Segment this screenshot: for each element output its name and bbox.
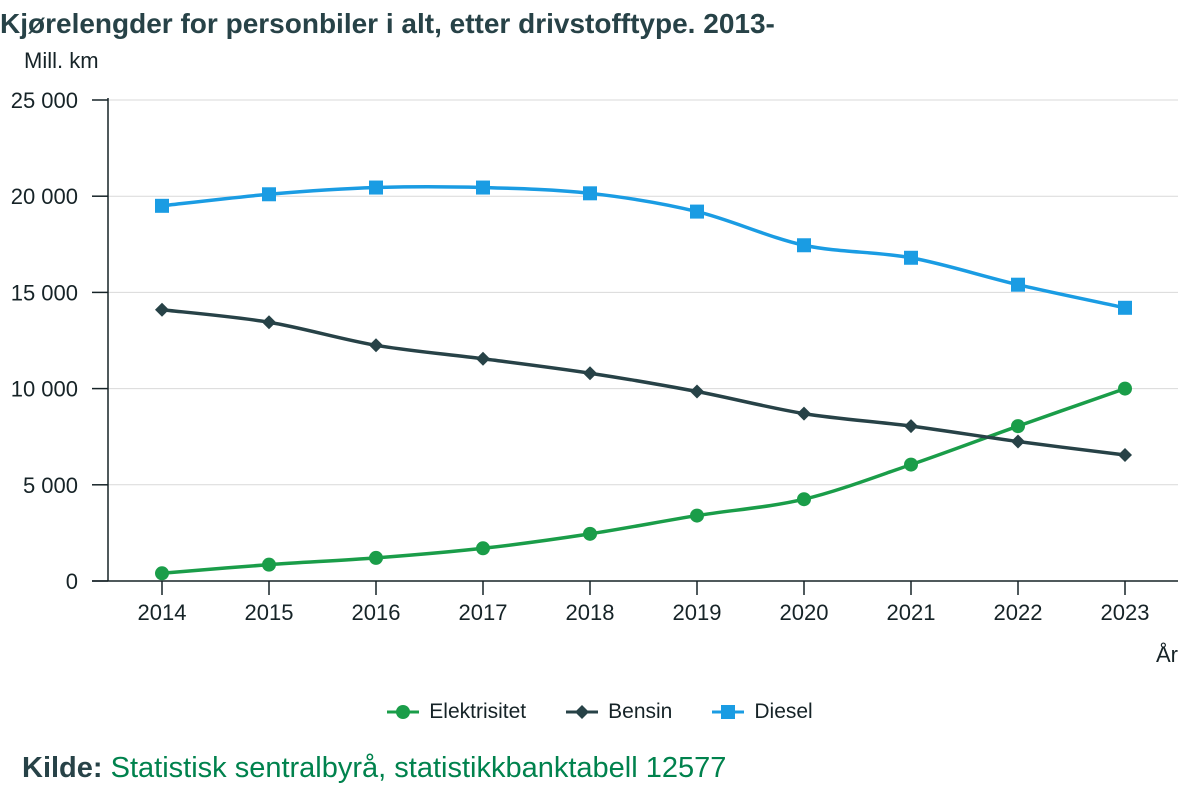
data-point-bensin <box>476 351 490 366</box>
data-point-bensin <box>1118 447 1132 462</box>
legend-item-diesel[interactable]: Diesel <box>712 700 813 724</box>
data-point-diesel <box>1118 300 1132 315</box>
data-point-elektrisitet <box>369 550 383 565</box>
data-point-diesel <box>369 180 383 195</box>
source-label: Kilde: <box>22 752 103 784</box>
data-point-diesel <box>690 204 704 219</box>
legend-label: Diesel <box>754 700 813 723</box>
x-tick-label: 2018 <box>566 600 615 625</box>
series-group <box>155 180 1132 581</box>
data-point-elektrisitet <box>583 526 597 541</box>
data-point-elektrisitet <box>1011 419 1025 434</box>
data-point-diesel <box>262 187 276 202</box>
source-link[interactable]: Statistisk sentralbyrå, statistikkbankta… <box>110 752 727 784</box>
legend-marker <box>396 705 411 719</box>
x-tick-label: 2015 <box>245 600 294 625</box>
x-tick-label: 2017 <box>459 600 508 625</box>
x-tick-label: 2016 <box>352 600 401 625</box>
data-point-elektrisitet <box>904 457 918 472</box>
series-diesel <box>155 180 1132 315</box>
y-tick-label: 0 <box>66 569 78 594</box>
data-point-elektrisitet <box>155 566 169 581</box>
x-axis-ticks: 2014 2015 2016 2017 2018 2019 2020 2021 2022 2023 <box>138 581 1150 625</box>
data-point-diesel <box>797 238 811 253</box>
data-point-bensin <box>797 406 811 421</box>
legend: Elektrisitet Bensin Diesel <box>0 700 1200 724</box>
data-point-diesel <box>155 198 169 213</box>
data-point-elektrisitet <box>1118 381 1132 396</box>
legend-symbol-diesel <box>712 705 745 719</box>
series-elektrisitet <box>155 381 1132 581</box>
x-tick-label: 2014 <box>138 600 187 625</box>
x-tick-label: 2020 <box>780 600 829 625</box>
data-point-diesel <box>1011 277 1025 292</box>
legend-symbol-elektrisitet <box>387 705 420 719</box>
y-axis-ticks: 0 5 000 10 000 15 000 20 000 25 000 <box>11 88 108 594</box>
data-point-elektrisitet <box>797 492 811 507</box>
y-tick-label: 15 000 <box>11 280 78 305</box>
data-point-bensin <box>904 419 918 434</box>
legend-symbol-bensin <box>566 705 599 719</box>
legend-marker <box>721 705 736 719</box>
series-line-bensin <box>161 307 1126 457</box>
legend-item-bensin[interactable]: Bensin <box>566 700 672 724</box>
legend-label: Elektrisitet <box>429 700 527 723</box>
x-tick-label: 2023 <box>1101 600 1150 625</box>
y-tick-label: 25 000 <box>11 88 78 113</box>
data-point-elektrisitet <box>690 508 704 523</box>
data-point-bensin <box>262 315 276 330</box>
data-point-bensin <box>155 302 169 317</box>
y-tick-label: 5 000 <box>23 473 78 498</box>
series-bensin <box>155 302 1132 462</box>
data-point-diesel <box>583 186 597 201</box>
data-point-diesel <box>476 180 490 195</box>
x-axis-label: År <box>1156 642 1178 667</box>
data-point-elektrisitet <box>262 557 276 572</box>
data-point-bensin <box>369 338 383 353</box>
data-point-bensin <box>690 384 704 399</box>
legend-item-elektrisitet[interactable]: Elektrisitet <box>387 700 526 724</box>
x-tick-label: 2019 <box>673 600 722 625</box>
gridlines <box>108 99 1178 486</box>
legend-label: Bensin <box>608 700 673 723</box>
x-tick-label: 2022 <box>994 600 1043 625</box>
data-point-elektrisitet <box>476 541 490 556</box>
data-point-bensin <box>1011 434 1025 449</box>
source-line: Kilde: Statistisk sentralbyrå, statistik… <box>22 752 726 785</box>
y-tick-label: 20 000 <box>11 184 78 209</box>
axes <box>92 98 1178 582</box>
x-tick-label: 2021 <box>887 600 936 625</box>
data-point-bensin <box>583 366 597 381</box>
y-tick-label: 10 000 <box>11 377 78 402</box>
data-point-diesel <box>904 250 918 265</box>
series-line-elektrisitet <box>161 386 1126 576</box>
series-line-diesel <box>161 185 1126 310</box>
chart-title: Kjørelengder for personbiler i alt, ette… <box>0 8 775 39</box>
legend-marker <box>575 705 590 719</box>
y-axis-unit-label: Mill. km <box>24 48 99 73</box>
